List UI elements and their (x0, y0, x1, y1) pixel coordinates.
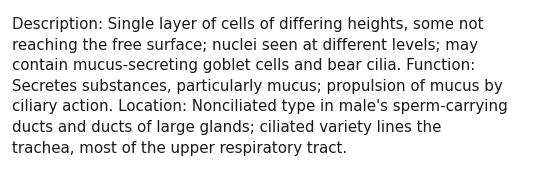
Text: Description: Single layer of cells of differing heights, some not
reaching the f: Description: Single layer of cells of di… (12, 17, 508, 156)
